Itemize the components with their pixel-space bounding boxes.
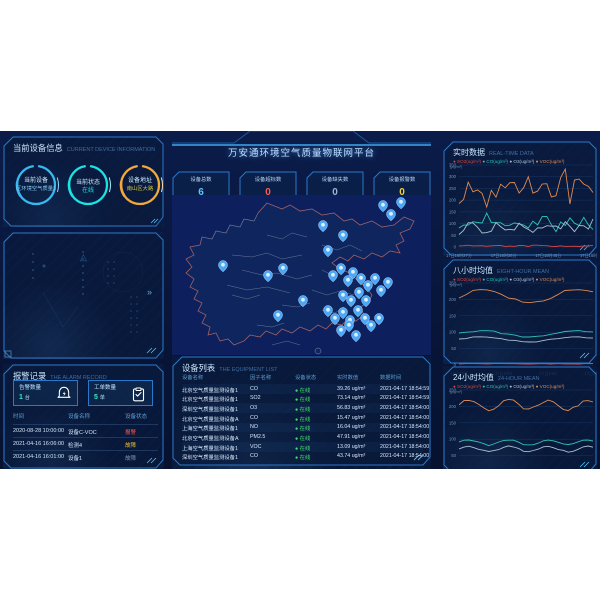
svg-text:17日18时54分: 17日18时54分 [580, 252, 597, 258]
svg-text:100: 100 [449, 330, 457, 335]
svg-text:250: 250 [449, 388, 457, 393]
svg-text:0: 0 [454, 245, 457, 250]
svg-text:250: 250 [449, 281, 457, 286]
svg-text:300: 300 [449, 174, 457, 179]
svg-text:50: 50 [451, 346, 456, 351]
svg-text:350: 350 [449, 163, 457, 168]
svg-text:250: 250 [449, 186, 457, 191]
svg-text:150: 150 [449, 420, 457, 425]
svg-text:200: 200 [449, 198, 457, 203]
svg-text:200: 200 [449, 404, 457, 409]
svg-text:100: 100 [449, 221, 457, 226]
svg-text:50: 50 [451, 453, 456, 458]
svg-text:150: 150 [449, 209, 457, 214]
svg-text:17日18时45分: 17日18时45分 [535, 252, 561, 258]
svg-text:50: 50 [451, 233, 456, 238]
svg-text:150: 150 [449, 313, 457, 318]
svg-text:200: 200 [449, 297, 457, 302]
svg-text:17日18时27分: 17日18时27分 [446, 252, 472, 258]
svg-text:17日18时36分: 17日18时36分 [491, 252, 517, 258]
svg-text:100: 100 [449, 437, 457, 442]
